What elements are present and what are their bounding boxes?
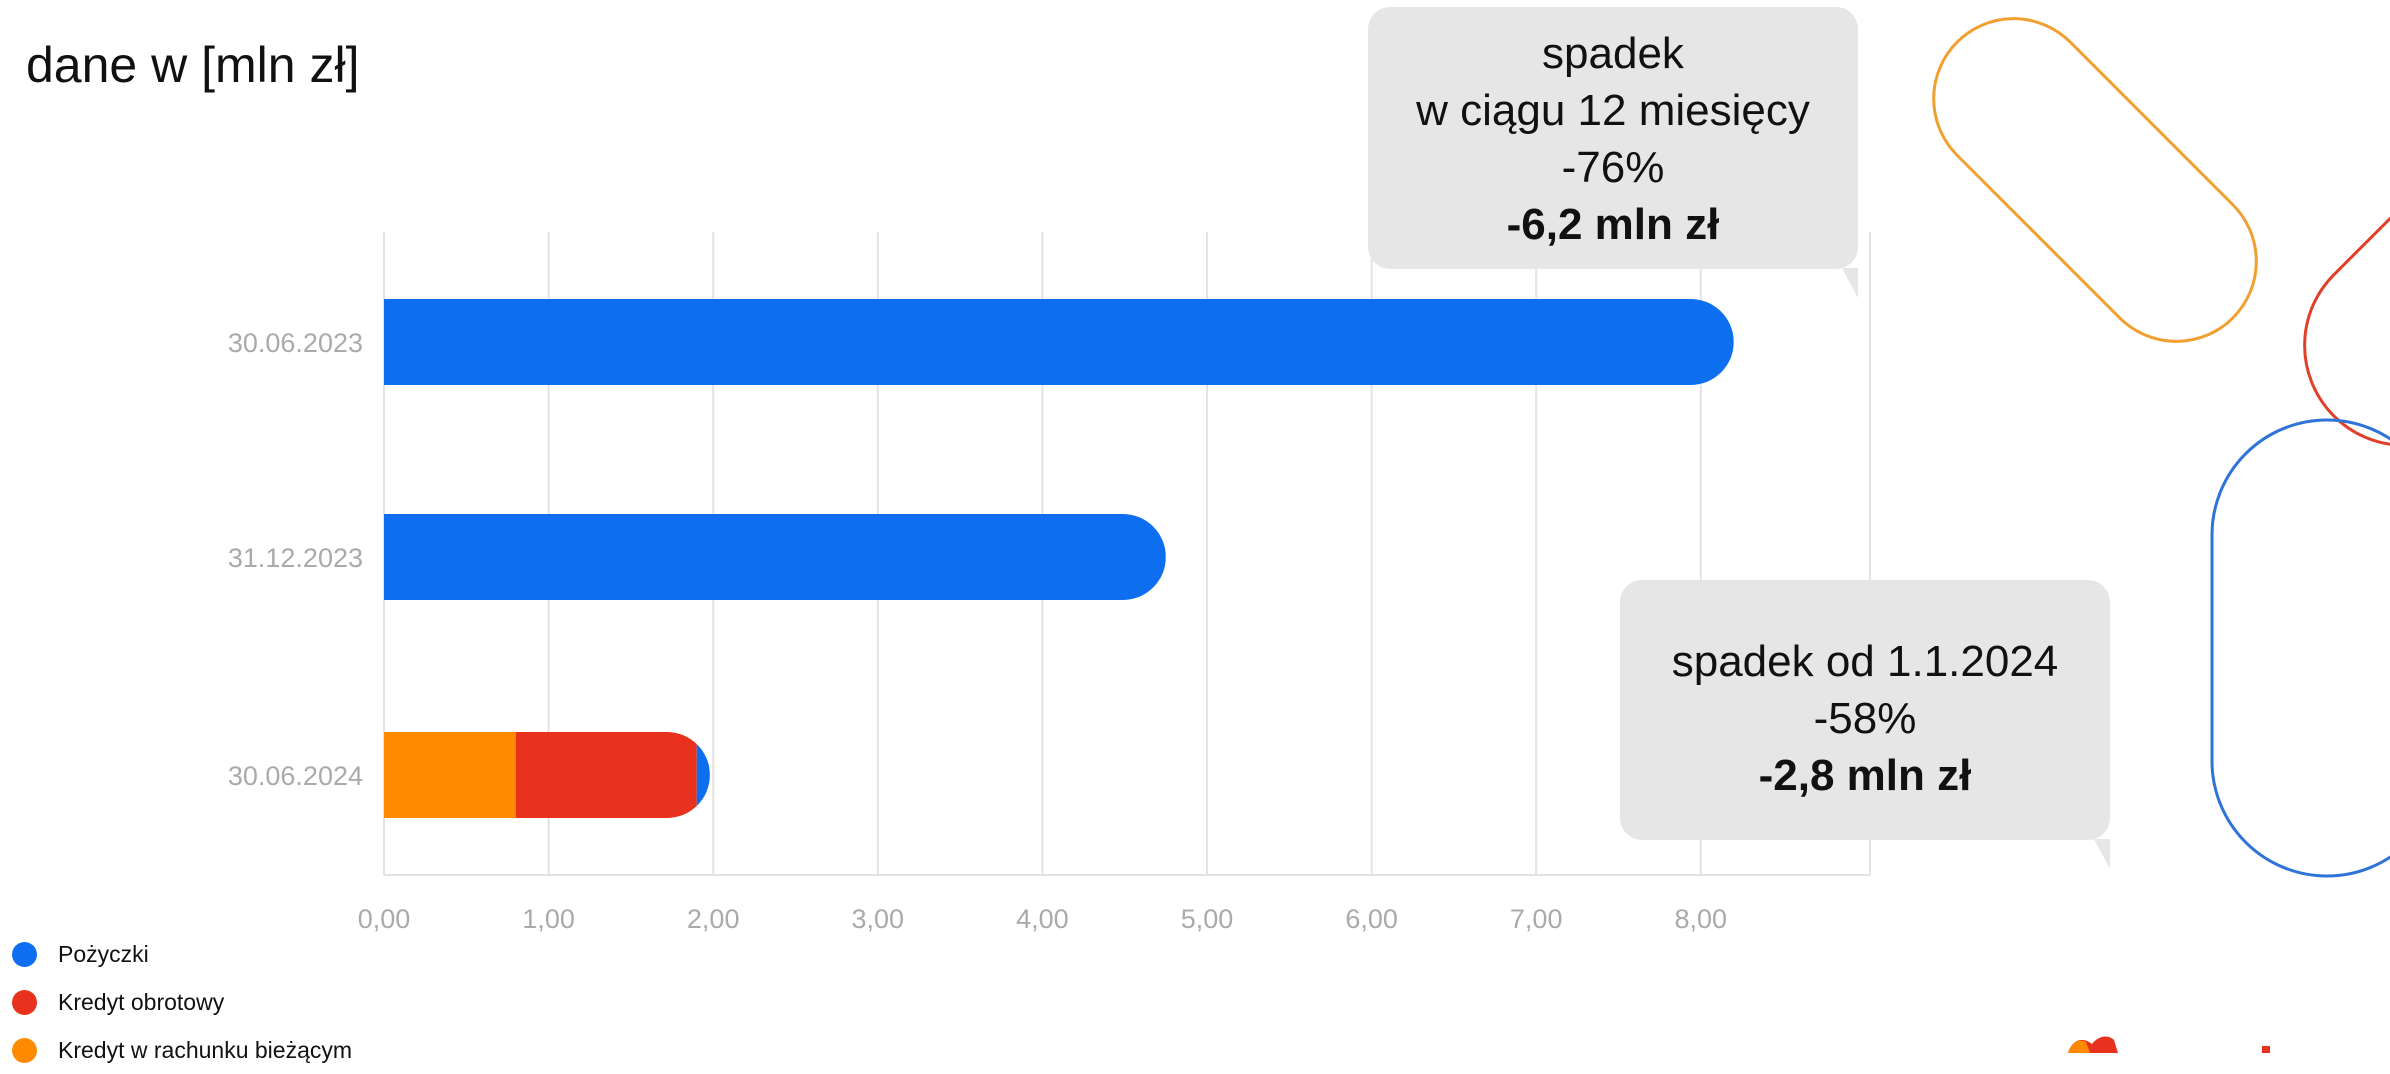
x-tick-label: 4,00 xyxy=(1016,904,1069,934)
bar-segment xyxy=(515,732,697,818)
callout-2-line-1: spadek od 1.1.2024 xyxy=(1671,637,2059,686)
decorative-blue-pill xyxy=(2210,418,2390,878)
decorative-logo-fragment xyxy=(2068,1036,2270,1053)
x-tick-label: 7,00 xyxy=(1510,904,1563,934)
legend-item-pozyczki: Pożyczki xyxy=(12,930,352,978)
callout-1-line-2: w ciągu 12 miesięcy xyxy=(1416,86,1810,135)
callout-since-2024: spadek od 1.1.2024 -58% -2,8 mln zł xyxy=(1620,580,2110,840)
decorative-red-pill xyxy=(2303,173,2390,447)
y-category-label: 30.06.2024 xyxy=(228,761,363,791)
y-category-label: 30.06.2023 xyxy=(228,328,363,358)
units-title: dane w [mln zł] xyxy=(26,37,360,93)
bar-segment xyxy=(384,299,1734,385)
callout-1-line-1: spadek xyxy=(1542,29,1684,78)
decorative-orange-pill xyxy=(1932,17,2258,343)
bar-segment xyxy=(384,514,1166,600)
x-tick-label: 1,00 xyxy=(522,904,575,934)
x-tick-label: 8,00 xyxy=(1675,904,1728,934)
x-tick-label: 3,00 xyxy=(852,904,905,934)
x-tick-label: 2,00 xyxy=(687,904,740,934)
callout-2-tail xyxy=(2094,839,2110,869)
bar-segment xyxy=(384,732,516,818)
x-tick-label: 5,00 xyxy=(1181,904,1234,934)
legend-label-kredyt-obrotowy: Kredyt obrotowy xyxy=(58,988,225,1015)
callout-2-percent: -58% xyxy=(1813,694,1917,743)
callout-2-amount: -2,8 mln zł xyxy=(1758,751,1972,800)
legend-item-kredyt-obrotowy: Kredyt obrotowy xyxy=(12,978,352,1026)
callout-1-percent: -76% xyxy=(1561,143,1665,192)
x-tick-label: 6,00 xyxy=(1345,904,1398,934)
y-category-label: 31.12.2023 xyxy=(228,543,363,573)
x-tick-label: 0,00 xyxy=(358,904,411,934)
legend-swatch-kredyt-obrotowy xyxy=(12,989,37,1015)
decorative-logo-fragment-orange xyxy=(2068,1040,2090,1053)
legend-label-pozyczki: Pożyczki xyxy=(58,940,149,967)
callout-1-amount: -6,2 mln zł xyxy=(1506,200,1720,249)
callout-12-months: spadek w ciągu 12 miesięcy -76% -6,2 mln… xyxy=(1368,7,1858,269)
callout-1-tail xyxy=(1842,268,1858,298)
legend-swatch-pozyczki xyxy=(12,941,37,967)
